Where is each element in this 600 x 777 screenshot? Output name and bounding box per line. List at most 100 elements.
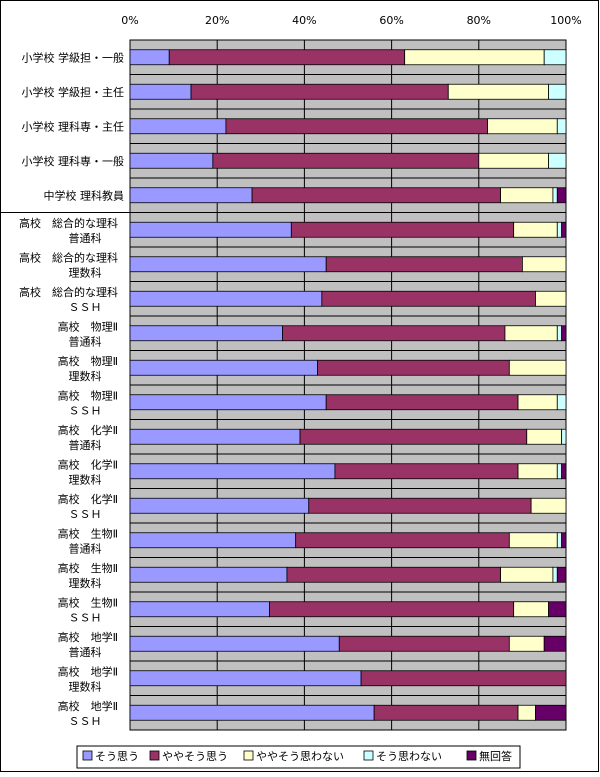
category-sublabel: 普通科: [69, 438, 102, 452]
category-label: 小学校 学級担・主任: [22, 85, 125, 99]
category-label: 高校 物理Ⅱ: [58, 354, 118, 368]
bar-segment: [129, 532, 297, 549]
x-tick-label: 0%: [121, 14, 138, 27]
category-sublabel: 普通科: [69, 541, 102, 555]
bar-segment: [543, 49, 567, 66]
bar-segment: [556, 325, 563, 342]
bar-segment: [561, 325, 567, 342]
category-label: 中学校 理科教員: [44, 188, 125, 202]
category-label: 高校 地学Ⅱ: [58, 630, 118, 644]
bar-segment: [500, 566, 554, 583]
bar-segment: [360, 670, 567, 687]
bar-segment: [517, 704, 536, 721]
bar-segment: [478, 152, 549, 169]
bar-segment: [325, 394, 519, 411]
bar-segment: [295, 532, 510, 549]
category-label: 高校 化学Ⅱ: [58, 492, 118, 506]
bar-segment: [129, 49, 170, 66]
category-label: 高校 総合的な理科: [19, 250, 118, 264]
bar-segment: [129, 359, 318, 376]
bar-segment: [251, 187, 502, 204]
bar-segment: [513, 601, 549, 618]
category-label: 高校 生物Ⅱ: [58, 561, 118, 575]
legend-label: そう思う: [95, 750, 139, 763]
bar-segment: [129, 670, 362, 687]
bar-segment: [522, 256, 567, 273]
category-sublabel: 普通科: [69, 645, 102, 659]
bar-segment: [526, 428, 563, 445]
bar-segment: [552, 187, 558, 204]
category-label: 高校 化学Ⅱ: [58, 457, 118, 471]
bar-segment: [500, 187, 554, 204]
bar-segment: [269, 601, 515, 618]
bar-segment: [508, 635, 545, 652]
legend-swatch: [363, 750, 374, 761]
bar-segment: [129, 497, 310, 514]
category-label: 高校 生物Ⅱ: [58, 595, 118, 609]
bar-segment: [317, 359, 510, 376]
bar-segment: [373, 704, 519, 721]
bar-segment: [325, 256, 523, 273]
bar-segment: [504, 325, 558, 342]
category-label: 高校 総合的な理科: [19, 285, 118, 299]
bar-segment: [561, 532, 567, 549]
bar-segment: [556, 118, 567, 135]
category-sublabel: ＳＳＨ: [69, 404, 102, 417]
legend-label: ややそう思わない: [256, 750, 344, 763]
x-tick-label: 20%: [205, 14, 229, 27]
bar-segment: [225, 118, 488, 135]
category-sublabel: ＳＳＨ: [69, 301, 102, 314]
category-label: 小学校 理科専・一般: [22, 154, 125, 168]
bar-segment: [548, 152, 567, 169]
bar-segment: [561, 428, 567, 445]
legend-swatch: [466, 750, 477, 761]
category-sublabel: 理数科: [69, 472, 102, 486]
bar-segment: [548, 601, 567, 618]
legend-swatch: [82, 750, 93, 761]
bar-segment: [129, 187, 253, 204]
bar-segment: [556, 394, 567, 411]
legend-label: ややそう思う: [162, 750, 228, 763]
category-sublabel: 普通科: [69, 231, 102, 245]
category-label: 高校 地学Ⅱ: [58, 699, 118, 713]
legend-label: 無回答: [479, 749, 512, 763]
bar-segment: [212, 152, 480, 169]
category-label: 高校 総合的な理科: [19, 216, 118, 230]
bar-segment: [129, 221, 292, 238]
category-label: 小学校 理科専・主任: [22, 119, 125, 133]
bar-segment: [517, 463, 558, 480]
bar-segment: [556, 187, 567, 204]
legend-swatch: [243, 750, 254, 761]
bar-segment: [286, 566, 501, 583]
bar-segment: [487, 118, 558, 135]
bar-segment: [129, 566, 288, 583]
category-sublabel: 理数科: [69, 369, 102, 383]
legend-swatch: [149, 750, 160, 761]
bar-segment: [447, 83, 549, 100]
bar-segment: [517, 394, 558, 411]
bar-segment: [552, 566, 558, 583]
x-tick-label: 100%: [550, 14, 581, 27]
bar-segment: [129, 118, 227, 135]
category-label: 高校 生物Ⅱ: [58, 526, 118, 540]
plot-border: [129, 39, 567, 731]
bar-segment: [190, 83, 449, 100]
x-tick-label: 40%: [292, 14, 316, 27]
bar-segment: [513, 221, 558, 238]
category-sublabel: 普通科: [69, 334, 102, 348]
bar-segment: [299, 428, 528, 445]
category-label: 高校 物理Ⅱ: [58, 388, 118, 402]
bar-segment: [548, 83, 567, 100]
bar-segment: [129, 601, 270, 618]
bar-segment: [508, 359, 567, 376]
bar-segment: [508, 532, 558, 549]
bar-segment: [290, 221, 515, 238]
bar-segment: [535, 290, 567, 307]
category-sublabel: ＳＳＨ: [69, 508, 102, 521]
bar-segment: [561, 221, 567, 238]
bar-segment: [129, 394, 327, 411]
bar-segment: [556, 566, 567, 583]
bar-segment: [321, 290, 536, 307]
